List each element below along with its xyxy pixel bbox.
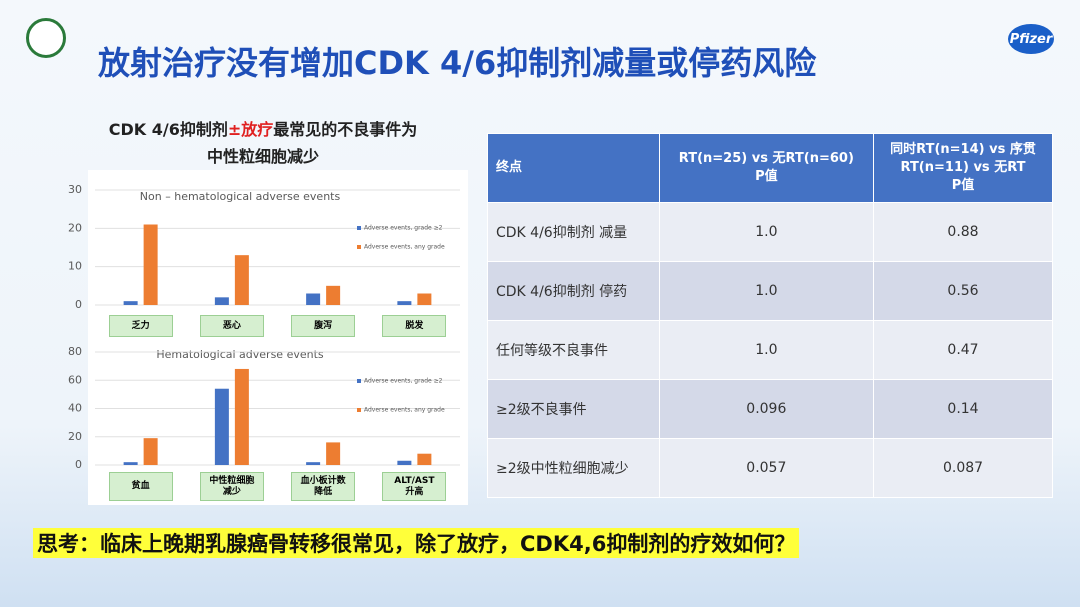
heading-part: 最常见的不良事件为 [273, 120, 418, 139]
x-tick-label: 脱发 [382, 315, 447, 337]
y-tick-label: 40 [68, 402, 82, 415]
y-tick-label: 0 [75, 458, 82, 471]
bar [417, 293, 432, 305]
table-cell: 0.56 [873, 261, 1053, 321]
bar [306, 462, 321, 465]
legend-label: Adverse events, grade ≥2 [364, 378, 443, 385]
bar [397, 301, 412, 305]
bar [214, 388, 229, 465]
bar [214, 297, 229, 305]
bar [326, 442, 341, 465]
table-cell: ≥2级不良事件 [487, 379, 660, 439]
table-cell: 1.0 [658, 320, 875, 380]
x-tick-label: 血小板计数 降低 [291, 472, 356, 501]
table-row: ≥2级中性粒细胞减少 0.057 0.087 [487, 438, 1053, 498]
table-row: ≥2级不良事件 0.096 0.14 [487, 379, 1053, 439]
legend-swatch [357, 408, 361, 412]
table-cell: CDK 4/6抑制剂 停药 [487, 261, 660, 321]
header-cell: 同时RT(n=14) vs 序贯 RT(n=11) vs 无RT P值 [873, 133, 1053, 203]
bar [123, 462, 138, 465]
legend-label: Adverse events, any grade [364, 244, 445, 251]
bar [143, 438, 158, 465]
emblem [26, 18, 66, 58]
heading-part: 中性粒细胞减少 [206, 147, 319, 166]
slide-title: 放射治疗没有增加CDK 4/6抑制剂减量或停药风险 [98, 44, 817, 82]
legend-label: Adverse events, any grade [364, 407, 445, 414]
y-tick-label: 30 [68, 183, 82, 196]
bar [326, 285, 341, 305]
bar [234, 255, 249, 305]
table-cell: 0.14 [873, 379, 1053, 439]
table-cell: 1.0 [658, 202, 875, 262]
x-tick-label: 乏力 [108, 315, 173, 337]
bar [234, 368, 249, 465]
chart-heading: CDK 4/6抑制剂±放疗最常见的不良事件为中性粒细胞减少 [88, 116, 438, 170]
table-row: CDK 4/6抑制剂 停药 1.0 0.56 [487, 261, 1053, 321]
y-tick-label: 80 [68, 345, 82, 358]
y-tick-label: 20 [68, 221, 82, 234]
table-cell: 任何等级不良事件 [487, 320, 660, 380]
bar [123, 301, 138, 305]
heading-part: ±放疗 [227, 120, 274, 139]
legend-swatch [357, 226, 361, 230]
charts: Non – hematological adverse events 0 10 20 3… [68, 170, 468, 505]
y-tick-label: 20 [68, 430, 82, 443]
question: 思考：临床上晚期乳腺癌骨转移很常见，除了放疗，CDK4,6抑制剂的疗效如何？ [33, 528, 800, 558]
table-cell: ≥2级中性粒细胞减少 [487, 438, 660, 498]
heading-part: CDK 4/6抑制剂 [108, 120, 228, 139]
chart-title: Hematological adverse events [156, 348, 324, 361]
bar [143, 224, 158, 305]
x-tick-label: 贫血 [108, 472, 173, 501]
y-tick-label: 0 [75, 298, 82, 311]
chart-title: Non – hematological adverse events [140, 190, 341, 203]
x-tick-label: 中性粒细胞 减少 [199, 472, 264, 501]
x-tick-label: 恶心 [199, 315, 264, 337]
bar [306, 293, 321, 305]
table-row: 任何等级不良事件 1.0 0.47 [487, 320, 1053, 380]
legend-swatch [357, 245, 361, 249]
table-cell: 0.47 [873, 320, 1053, 380]
header-cell: RT(n=25) vs 无RT(n=60) P值 [658, 133, 875, 203]
table-cell: 0.88 [873, 202, 1053, 262]
y-tick-label: 60 [68, 373, 82, 386]
table-cell: 0.096 [658, 379, 875, 439]
legend-label: Adverse events, grade ≥2 [364, 225, 443, 232]
header-row: 终点 RT(n=25) vs 无RT(n=60) P值 同时RT(n=14) vs … [487, 133, 1053, 203]
table-cell: 0.057 [658, 438, 875, 498]
logo: Pfizer [1008, 24, 1054, 54]
table-row: CDK 4/6抑制剂 减量 1.0 0.88 [487, 202, 1053, 262]
bar [417, 453, 432, 465]
table: 终点 RT(n=25) vs 无RT(n=60) P值 同时RT(n=14) vs … [487, 133, 1053, 498]
y-tick-label: 10 [68, 260, 82, 273]
legend-swatch [357, 379, 361, 383]
bar [397, 460, 412, 465]
header-cell: 终点 [487, 133, 660, 203]
table-cell: 1.0 [658, 261, 875, 321]
table-cell: CDK 4/6抑制剂 减量 [487, 202, 660, 262]
x-tick-label: ALT/AST 升高 [382, 472, 447, 501]
table-cell: 0.087 [873, 438, 1053, 498]
x-tick-label: 腹泻 [291, 315, 356, 337]
